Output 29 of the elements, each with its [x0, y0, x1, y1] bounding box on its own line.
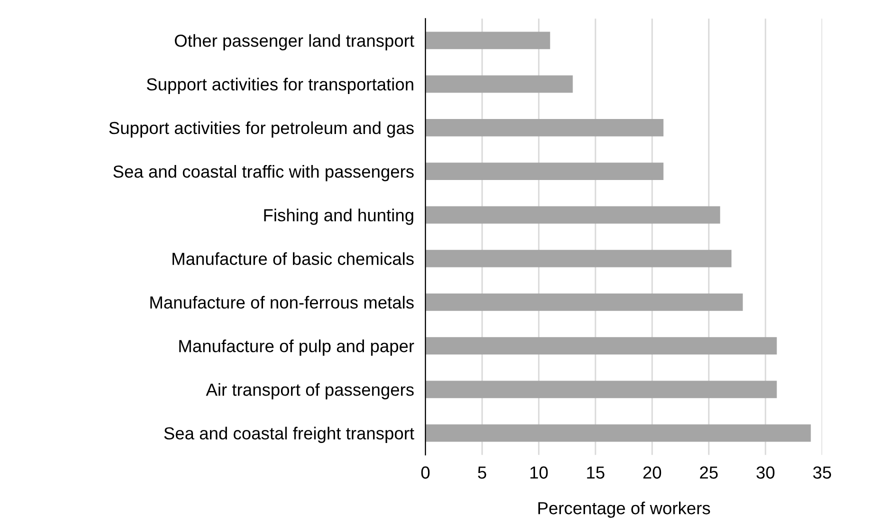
- x-tick-label: 15: [587, 466, 604, 479]
- x-axis-title: Percentage of workers: [538, 502, 710, 518]
- y-tick-label: Sea and coastal traffic with passengers: [113, 165, 414, 182]
- bar: [425, 162, 664, 180]
- bar: [425, 75, 573, 93]
- bar: [425, 118, 664, 136]
- x-tick-label: 35: [813, 466, 832, 479]
- x-tick-label: 5: [478, 466, 486, 479]
- y-tick-label: Manufacture of basic chemicals: [172, 252, 414, 266]
- y-tick-label: Fishing and hunting: [264, 208, 414, 225]
- bar: [425, 206, 720, 224]
- y-tick-label: Support activities for transportation: [146, 78, 414, 94]
- y-tick-label: Other passenger land transport: [174, 34, 414, 50]
- x-tick-label: 0: [421, 466, 430, 479]
- bar: [425, 293, 743, 311]
- x-tick-label: 30: [756, 466, 774, 479]
- y-tick-label: Manufacture of pulp and paper: [179, 340, 414, 356]
- y-tick-label: Air transport of passengers: [206, 383, 414, 400]
- bar: [425, 250, 732, 268]
- bar: [425, 424, 811, 442]
- x-tick-label: 10: [530, 466, 548, 479]
- x-tick-label: 20: [643, 466, 662, 479]
- bar: [425, 380, 777, 398]
- y-tick-label: Support activities for petroleum and gas: [109, 121, 414, 138]
- bar: [425, 337, 777, 355]
- y-tick-label: Sea and coastal freight transport: [164, 426, 414, 443]
- y-tick-label: Manufacture of non-ferrous metals: [150, 296, 414, 309]
- x-tick-label: 25: [700, 466, 718, 479]
- bar: [425, 32, 550, 50]
